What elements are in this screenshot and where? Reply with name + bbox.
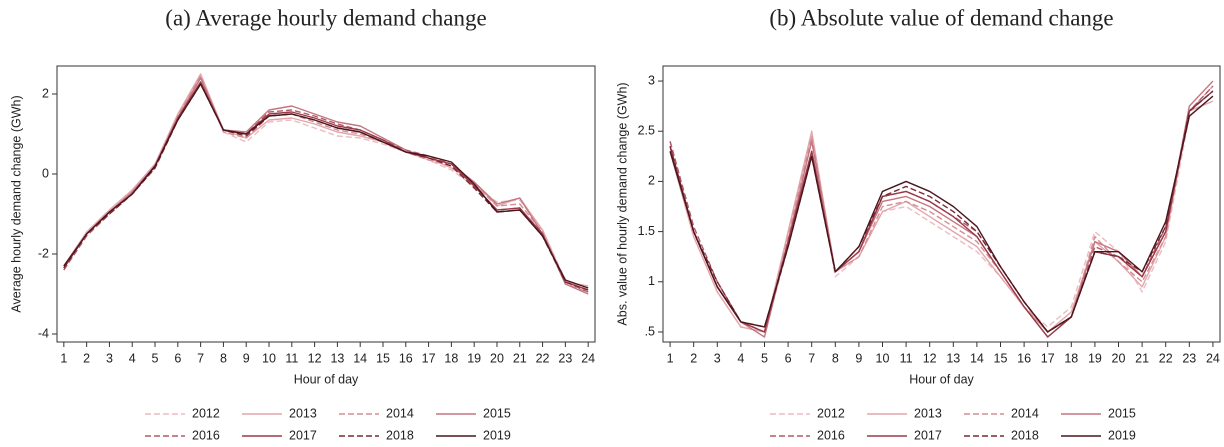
y-tick-label: 2 [42, 86, 49, 100]
x-tick-label: 8 [832, 351, 839, 365]
series-line [63, 77, 589, 295]
x-tick-label: 1 [60, 351, 67, 365]
x-tick-label: 22 [1159, 351, 1173, 365]
x-tick-label: 23 [1182, 351, 1196, 365]
x-tick-label: 3 [714, 351, 721, 365]
x-tick-label: 12 [308, 351, 322, 365]
y-tick-label: .5 [645, 324, 655, 338]
x-tick-label: 4 [129, 351, 136, 365]
x-tick-label: 12 [923, 351, 937, 365]
x-tick-label: 17 [422, 351, 436, 365]
legend-label: 2014 [386, 406, 414, 420]
y-tick-label: -2 [38, 246, 49, 260]
y-tick-label: 1.5 [638, 224, 655, 238]
x-tick-label: 6 [174, 351, 181, 365]
series-line [63, 81, 589, 293]
x-tick-label: 7 [808, 351, 815, 365]
x-tick-label: 16 [1017, 351, 1031, 365]
y-tick-label: -4 [38, 326, 49, 340]
plot-frame [56, 65, 596, 343]
legend-label: 2017 [914, 428, 942, 442]
series-line [669, 95, 1214, 333]
legend-label: 2012 [192, 406, 220, 420]
plot-frame [662, 65, 1221, 343]
series-line [669, 90, 1214, 333]
series-line [63, 83, 589, 289]
legend-label: 2014 [1011, 406, 1039, 420]
panel-title: (a) Average hourly demand change [165, 5, 486, 30]
legend-label: 2012 [817, 406, 845, 420]
x-tick-label: 1 [667, 351, 674, 365]
x-tick-label: 9 [243, 351, 250, 365]
x-tick-label: 23 [558, 351, 572, 365]
legend-label: 2019 [1108, 428, 1136, 442]
x-tick-label: 2 [83, 351, 90, 365]
y-tick-label: 2.5 [638, 124, 655, 138]
x-tick-label: 24 [1206, 351, 1220, 365]
x-tick-label: 4 [737, 351, 744, 365]
legend-label: 2015 [483, 406, 511, 420]
legend-label: 2018 [386, 428, 414, 442]
x-tick-label: 14 [970, 351, 984, 365]
x-tick-label: 10 [876, 351, 890, 365]
legend-label: 2019 [483, 428, 511, 442]
x-tick-label: 19 [467, 351, 481, 365]
x-tick-label: 15 [994, 351, 1008, 365]
legend-label: 2015 [1108, 406, 1136, 420]
x-tick-label: 7 [197, 351, 204, 365]
x-tick-label: 16 [399, 351, 413, 365]
x-tick-label: 18 [1064, 351, 1078, 365]
x-tick-label: 17 [1041, 351, 1055, 365]
x-tick-label: 18 [444, 351, 458, 365]
x-tick-label: 10 [262, 351, 276, 365]
x-tick-label: 15 [376, 351, 390, 365]
series-line [63, 73, 589, 287]
series-line [63, 75, 589, 293]
x-tick-label: 11 [285, 351, 298, 365]
x-tick-label: 9 [855, 351, 862, 365]
x-axis-label: Hour of day [294, 372, 359, 386]
series-line [63, 83, 589, 291]
x-tick-label: 14 [353, 351, 367, 365]
x-tick-label: 20 [1112, 351, 1126, 365]
x-tick-label: 21 [1135, 351, 1149, 365]
x-tick-label: 11 [900, 351, 913, 365]
legend-label: 2016 [192, 428, 220, 442]
legend-label: 2018 [1011, 428, 1039, 442]
legend-label: 2013 [289, 406, 317, 420]
x-tick-label: 20 [490, 351, 504, 365]
legend-label: 2013 [914, 406, 942, 420]
x-axis-label: Hour of day [909, 372, 974, 386]
y-tick-label: 1 [648, 274, 655, 288]
y-tick-label: 0 [42, 166, 49, 180]
x-tick-label: 19 [1088, 351, 1102, 365]
legend-label: 2017 [289, 428, 317, 442]
y-tick-label: 3 [648, 73, 655, 87]
x-tick-label: 13 [946, 351, 960, 365]
x-tick-label: 3 [106, 351, 113, 365]
y-axis-label: Abs. value of hourly demand change (GWh) [615, 82, 629, 325]
x-tick-label: 8 [220, 351, 227, 365]
y-axis-label: Average hourly demand change (GWh) [9, 95, 23, 312]
series-line [63, 81, 589, 291]
x-tick-label: 6 [785, 351, 792, 365]
x-tick-label: 21 [513, 351, 527, 365]
x-tick-label: 13 [330, 351, 344, 365]
x-tick-label: 5 [761, 351, 768, 365]
panel-title: (b) Absolute value of demand change [769, 5, 1113, 30]
series-line [669, 90, 1214, 338]
x-tick-label: 24 [581, 351, 595, 365]
x-tick-label: 2 [690, 351, 697, 365]
x-tick-label: 22 [536, 351, 550, 365]
series-line [669, 100, 1214, 333]
x-tick-label: 5 [152, 351, 159, 365]
y-tick-label: 2 [648, 174, 655, 188]
legend-label: 2016 [817, 428, 845, 442]
